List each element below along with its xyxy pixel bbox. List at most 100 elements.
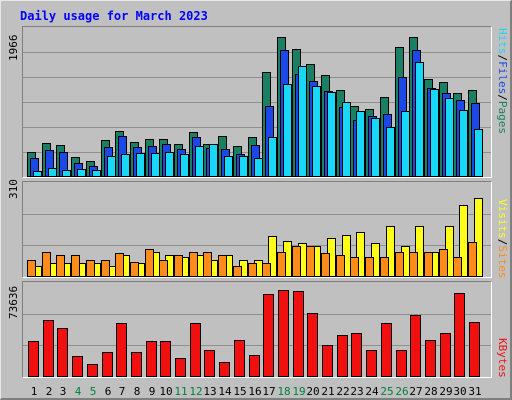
sites-bar-day-2 <box>42 252 51 277</box>
hits-bar-day-10 <box>165 152 174 177</box>
kbytes-bar-day-29 <box>440 333 451 377</box>
legend-kbytes: KBytes <box>496 338 509 378</box>
gridline <box>23 245 491 246</box>
day-label-3: 3 <box>59 385 67 398</box>
kbytes-bar-day-14 <box>219 362 230 377</box>
sites-bar-day-12 <box>189 252 198 277</box>
kbytes-chart <box>22 281 492 378</box>
day-label-23: 23 <box>350 385 364 398</box>
day-label-25: 25 <box>380 385 394 398</box>
kbytes-bar-day-13 <box>204 350 215 377</box>
hits-bar-day-30 <box>459 110 468 177</box>
hits-bar-day-11 <box>180 154 189 177</box>
sites-bar-day-21 <box>321 253 330 277</box>
sites-bar-day-15 <box>233 266 242 277</box>
kbytes-bar-day-6 <box>102 352 113 377</box>
kbytes-bar-day-5 <box>87 364 98 377</box>
gridline <box>23 127 491 128</box>
sites-bar-day-7 <box>115 253 124 277</box>
kbytes-bar-day-18 <box>278 290 289 377</box>
day-label-26: 26 <box>395 385 409 398</box>
hits-bar-day-31 <box>474 129 483 177</box>
hits-bar-day-17 <box>268 137 277 177</box>
sites-bar-day-9 <box>145 249 154 277</box>
day-label-18: 18 <box>277 385 291 398</box>
legend-hits: Hits <box>496 28 509 55</box>
kbytes-bar-day-30 <box>454 293 465 377</box>
kbytes-bar-day-22 <box>337 335 348 377</box>
sites-bar-day-17 <box>262 263 271 277</box>
sites-bar-day-14 <box>218 255 227 277</box>
pages-files-hits-legend: Hits/Files/Pages <box>496 28 509 134</box>
day-label-30: 30 <box>453 385 467 398</box>
kbytes-bar-day-10 <box>160 341 171 377</box>
day-label-6: 6 <box>104 385 112 398</box>
hits-bar-day-8 <box>136 153 145 177</box>
sites-bar-day-18 <box>277 252 286 277</box>
kbytes-bar-day-3 <box>57 328 68 377</box>
sites-bar-day-23 <box>350 257 359 277</box>
day-label-5: 5 <box>89 385 97 398</box>
day-label-31: 31 <box>468 385 482 398</box>
hits-bar-day-18 <box>283 84 292 177</box>
gridline <box>23 52 491 53</box>
gridline <box>23 214 491 215</box>
gridline <box>23 102 491 103</box>
day-label-17: 17 <box>262 385 276 398</box>
kbytes-bar-day-15 <box>234 340 245 377</box>
day-label-2: 2 <box>45 385 53 398</box>
kbytes-bar-day-17 <box>263 294 274 377</box>
hits-bar-day-15 <box>239 156 248 177</box>
visits-bar-day-30 <box>459 205 468 277</box>
kbytes-bar-day-20 <box>307 313 318 377</box>
hits-bar-day-21 <box>327 92 336 177</box>
pages-files-hits-chart <box>22 26 492 178</box>
gridline <box>23 77 491 78</box>
sites-visits-legend: Visits/Sites <box>496 199 509 279</box>
hits-bar-day-13 <box>209 144 218 177</box>
sites-bar-day-10 <box>159 260 168 277</box>
day-label-24: 24 <box>365 385 379 398</box>
hits-bar-day-25 <box>386 127 395 177</box>
sites-bar-day-29 <box>439 249 448 277</box>
day-label-14: 14 <box>218 385 232 398</box>
hits-bar-day-28 <box>430 89 439 177</box>
day-label-1: 1 <box>30 385 38 398</box>
legend-sites: Sites <box>496 245 509 279</box>
sites-bar-day-19 <box>292 246 301 277</box>
bottom-panel-max-label: 73636 <box>7 285 20 319</box>
kbytes-bar-day-16 <box>249 355 260 377</box>
legend-separator: / <box>496 94 509 101</box>
sites-bar-day-11 <box>174 255 183 277</box>
kbytes-bar-day-28 <box>425 340 436 377</box>
hits-bar-day-3 <box>62 170 71 177</box>
day-label-19: 19 <box>292 385 306 398</box>
day-label-27: 27 <box>409 385 423 398</box>
sites-bar-day-16 <box>248 263 257 277</box>
day-label-20: 20 <box>306 385 320 398</box>
kbytes-bar-day-27 <box>410 315 421 377</box>
hits-bar-day-27 <box>415 62 424 177</box>
sites-bar-day-24 <box>365 257 374 277</box>
legend-files: Files <box>496 61 509 95</box>
kbytes-bar-day-19 <box>293 291 304 377</box>
legend-visits: Visits <box>496 199 509 239</box>
sites-bar-day-8 <box>130 262 139 277</box>
day-label-16: 16 <box>248 385 262 398</box>
sites-bar-day-25 <box>380 257 389 277</box>
sites-bar-day-26 <box>395 252 404 277</box>
kbytes-bar-day-12 <box>190 323 201 377</box>
hits-bar-day-14 <box>224 156 233 177</box>
sites-visits-chart <box>22 181 492 278</box>
kbytes-bar-day-11 <box>175 358 186 377</box>
gridline <box>23 345 491 346</box>
hits-bar-day-5 <box>92 170 101 177</box>
kbytes-bar-day-25 <box>381 323 392 377</box>
day-label-7: 7 <box>118 385 126 398</box>
kbytes-bar-day-21 <box>322 345 333 377</box>
sites-bar-day-27 <box>409 252 418 277</box>
sites-bar-day-28 <box>424 252 433 277</box>
sites-bar-day-3 <box>56 255 65 277</box>
visits-bar-day-31 <box>474 198 483 277</box>
